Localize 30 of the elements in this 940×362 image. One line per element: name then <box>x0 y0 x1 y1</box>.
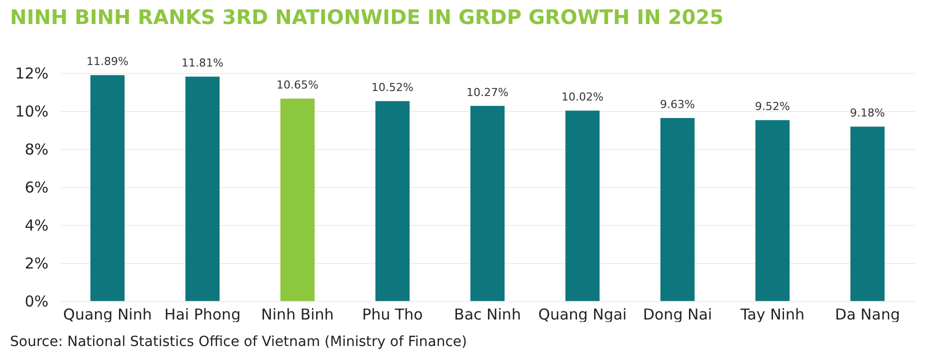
bar <box>185 76 220 301</box>
source-note: Source: National Statistics Office of Vietnam (Ministry of Finance) <box>10 334 467 350</box>
y-tick-label: 0% <box>24 292 48 310</box>
y-tick-label: 4% <box>24 216 48 234</box>
data-label: 10.02% <box>562 90 604 104</box>
y-tick-label: 6% <box>24 178 48 196</box>
x-tick-label: Ninh Binh <box>261 306 334 324</box>
bar <box>470 106 505 301</box>
data-label: 10.52% <box>372 81 414 94</box>
bar <box>755 120 790 301</box>
data-label: 11.81% <box>182 56 224 70</box>
x-tick-label: Bac Ninh <box>454 306 521 324</box>
bar <box>850 126 885 301</box>
data-label: 9.52% <box>755 100 790 114</box>
data-label: 10.65% <box>276 78 318 92</box>
bar <box>660 118 695 301</box>
y-tick-label: 12% <box>15 64 48 82</box>
bar <box>375 101 410 301</box>
data-label: 9.18% <box>850 106 885 120</box>
data-label: 9.63% <box>660 98 695 112</box>
y-tick-label: 8% <box>24 140 48 158</box>
y-tick-label: 2% <box>24 254 48 272</box>
bar <box>565 110 600 301</box>
chart-title: NINH BINH RANKS 3RD NATIONWIDE IN GRDP GROWTH IN 2025 <box>10 5 724 30</box>
bar <box>90 75 125 301</box>
data-label: 10.27% <box>466 86 508 99</box>
data-label: 11.89% <box>86 55 128 68</box>
y-tick-label: 10% <box>15 102 48 120</box>
bar <box>280 98 315 301</box>
x-tick-label: Phu Tho <box>362 306 423 324</box>
